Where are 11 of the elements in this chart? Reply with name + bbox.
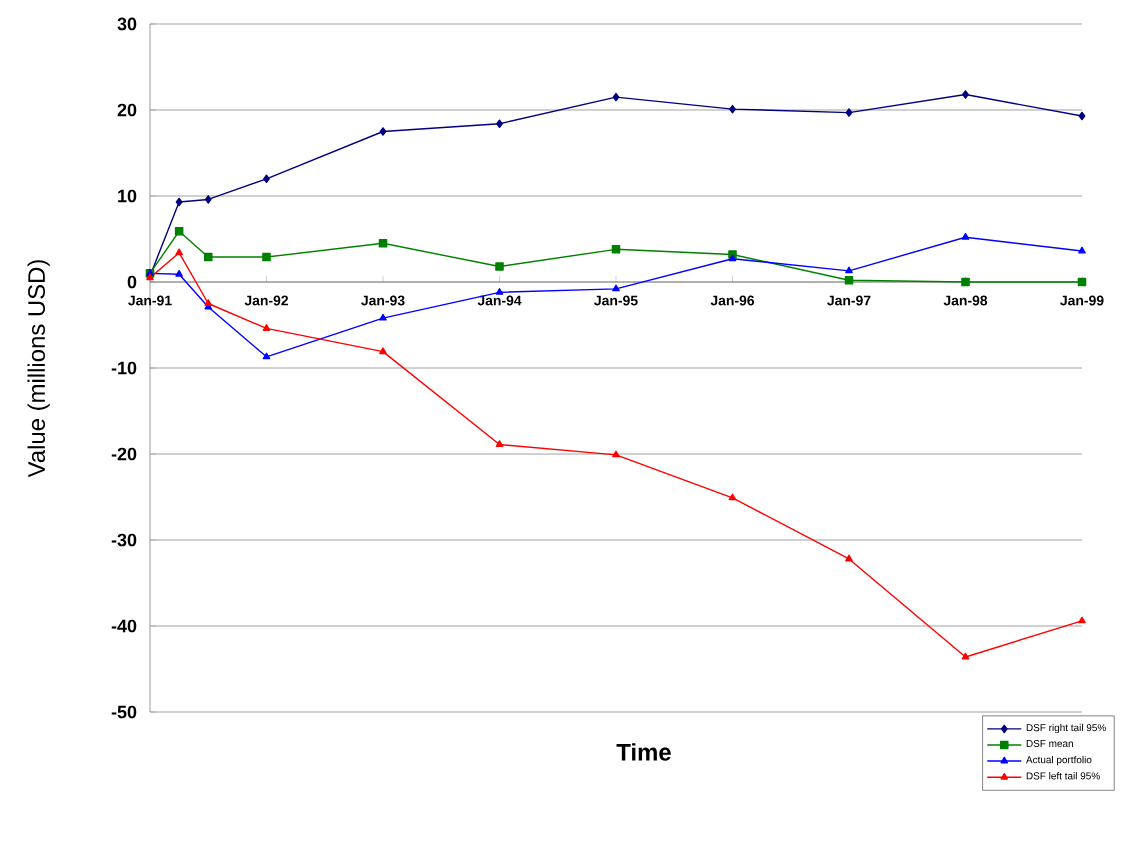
x-axis-title: Time bbox=[616, 743, 671, 761]
y-tick-label: 30 bbox=[117, 17, 137, 31]
y-tick-label: -40 bbox=[111, 619, 137, 633]
y-tick-label: 10 bbox=[118, 189, 137, 203]
y-tick-label: -20 bbox=[111, 447, 137, 461]
y-tick-label: -10 bbox=[111, 361, 137, 375]
y-tick-label: 20 bbox=[117, 103, 137, 117]
y-tick-label: -30 bbox=[111, 533, 137, 547]
y-axis-title: Value (millions USD) bbox=[27, 260, 50, 478]
y-tick-label: 0 bbox=[127, 275, 137, 289]
y-tick-label: -50 bbox=[111, 705, 137, 719]
